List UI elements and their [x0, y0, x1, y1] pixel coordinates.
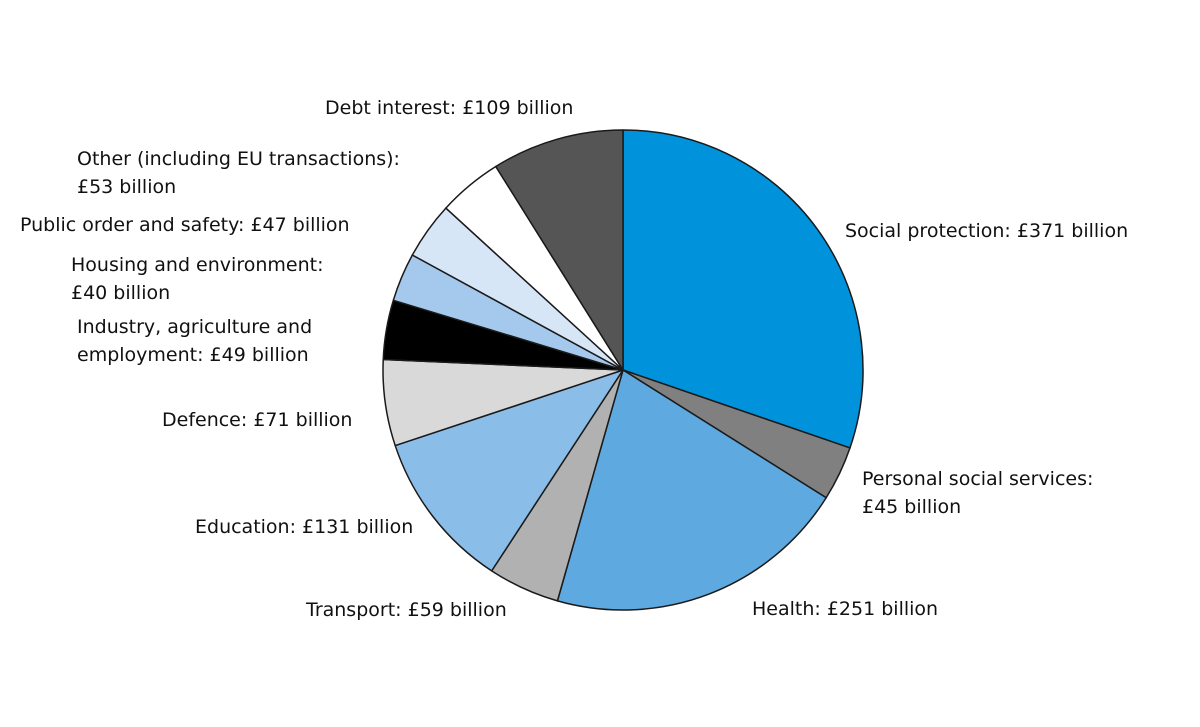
- slice-label: Public order and safety: £47 billion: [20, 211, 350, 239]
- category-label: Social protection:: [845, 220, 1011, 242]
- category-label: Personal social services:: [862, 468, 1094, 490]
- category-label: Defence:: [162, 409, 248, 431]
- category-label: Public order and safety:: [20, 214, 245, 236]
- pie-slice: [556, 369, 827, 611]
- value-label: £71 billion: [253, 409, 353, 431]
- value-label: £131 billion: [302, 516, 414, 538]
- slice-label: Defence: £71 billion: [162, 406, 352, 434]
- value-label: £49 billion: [209, 344, 309, 366]
- category-label: Debt interest:: [325, 97, 457, 119]
- slice-label: Health: £251 billion: [752, 595, 938, 623]
- category-label: Other (including EU transactions):: [77, 148, 400, 170]
- value-label: £59 billion: [407, 599, 507, 621]
- category-label: Housing and environment:: [71, 254, 324, 276]
- category-label: Industry, agriculture and employment:: [77, 316, 313, 366]
- category-label: Education:: [195, 516, 296, 538]
- pie-slice: [394, 369, 624, 572]
- value-label: £371 billion: [1016, 220, 1129, 242]
- value-label: £251 billion: [826, 598, 939, 620]
- slice-label: Debt interest: £109 billion: [325, 94, 573, 122]
- value-label: £47 billion: [250, 214, 350, 236]
- value-label: £109 billion: [462, 97, 574, 119]
- pie-slice: [622, 129, 864, 449]
- slice-label: Education: £131 billion: [195, 513, 413, 541]
- value-label: £40 billion: [71, 282, 171, 304]
- slice-label: Transport: £59 billion: [306, 596, 507, 624]
- slice-label: Social protection: £371 billion: [845, 217, 1128, 245]
- value-label: £53 billion: [77, 176, 177, 198]
- slice-label: Industry, agriculture and employment: £4…: [77, 313, 332, 369]
- category-label: Transport:: [306, 599, 402, 621]
- category-label: Health:: [752, 598, 821, 620]
- value-label: £45 billion: [862, 496, 962, 518]
- slice-label: Housing and environment: £40 billion: [71, 251, 323, 307]
- slice-label: Personal social services: £45 billion: [862, 465, 1093, 521]
- pie-slice: [495, 129, 624, 371]
- slice-label: Other (including EU transactions): £53 b…: [77, 145, 400, 201]
